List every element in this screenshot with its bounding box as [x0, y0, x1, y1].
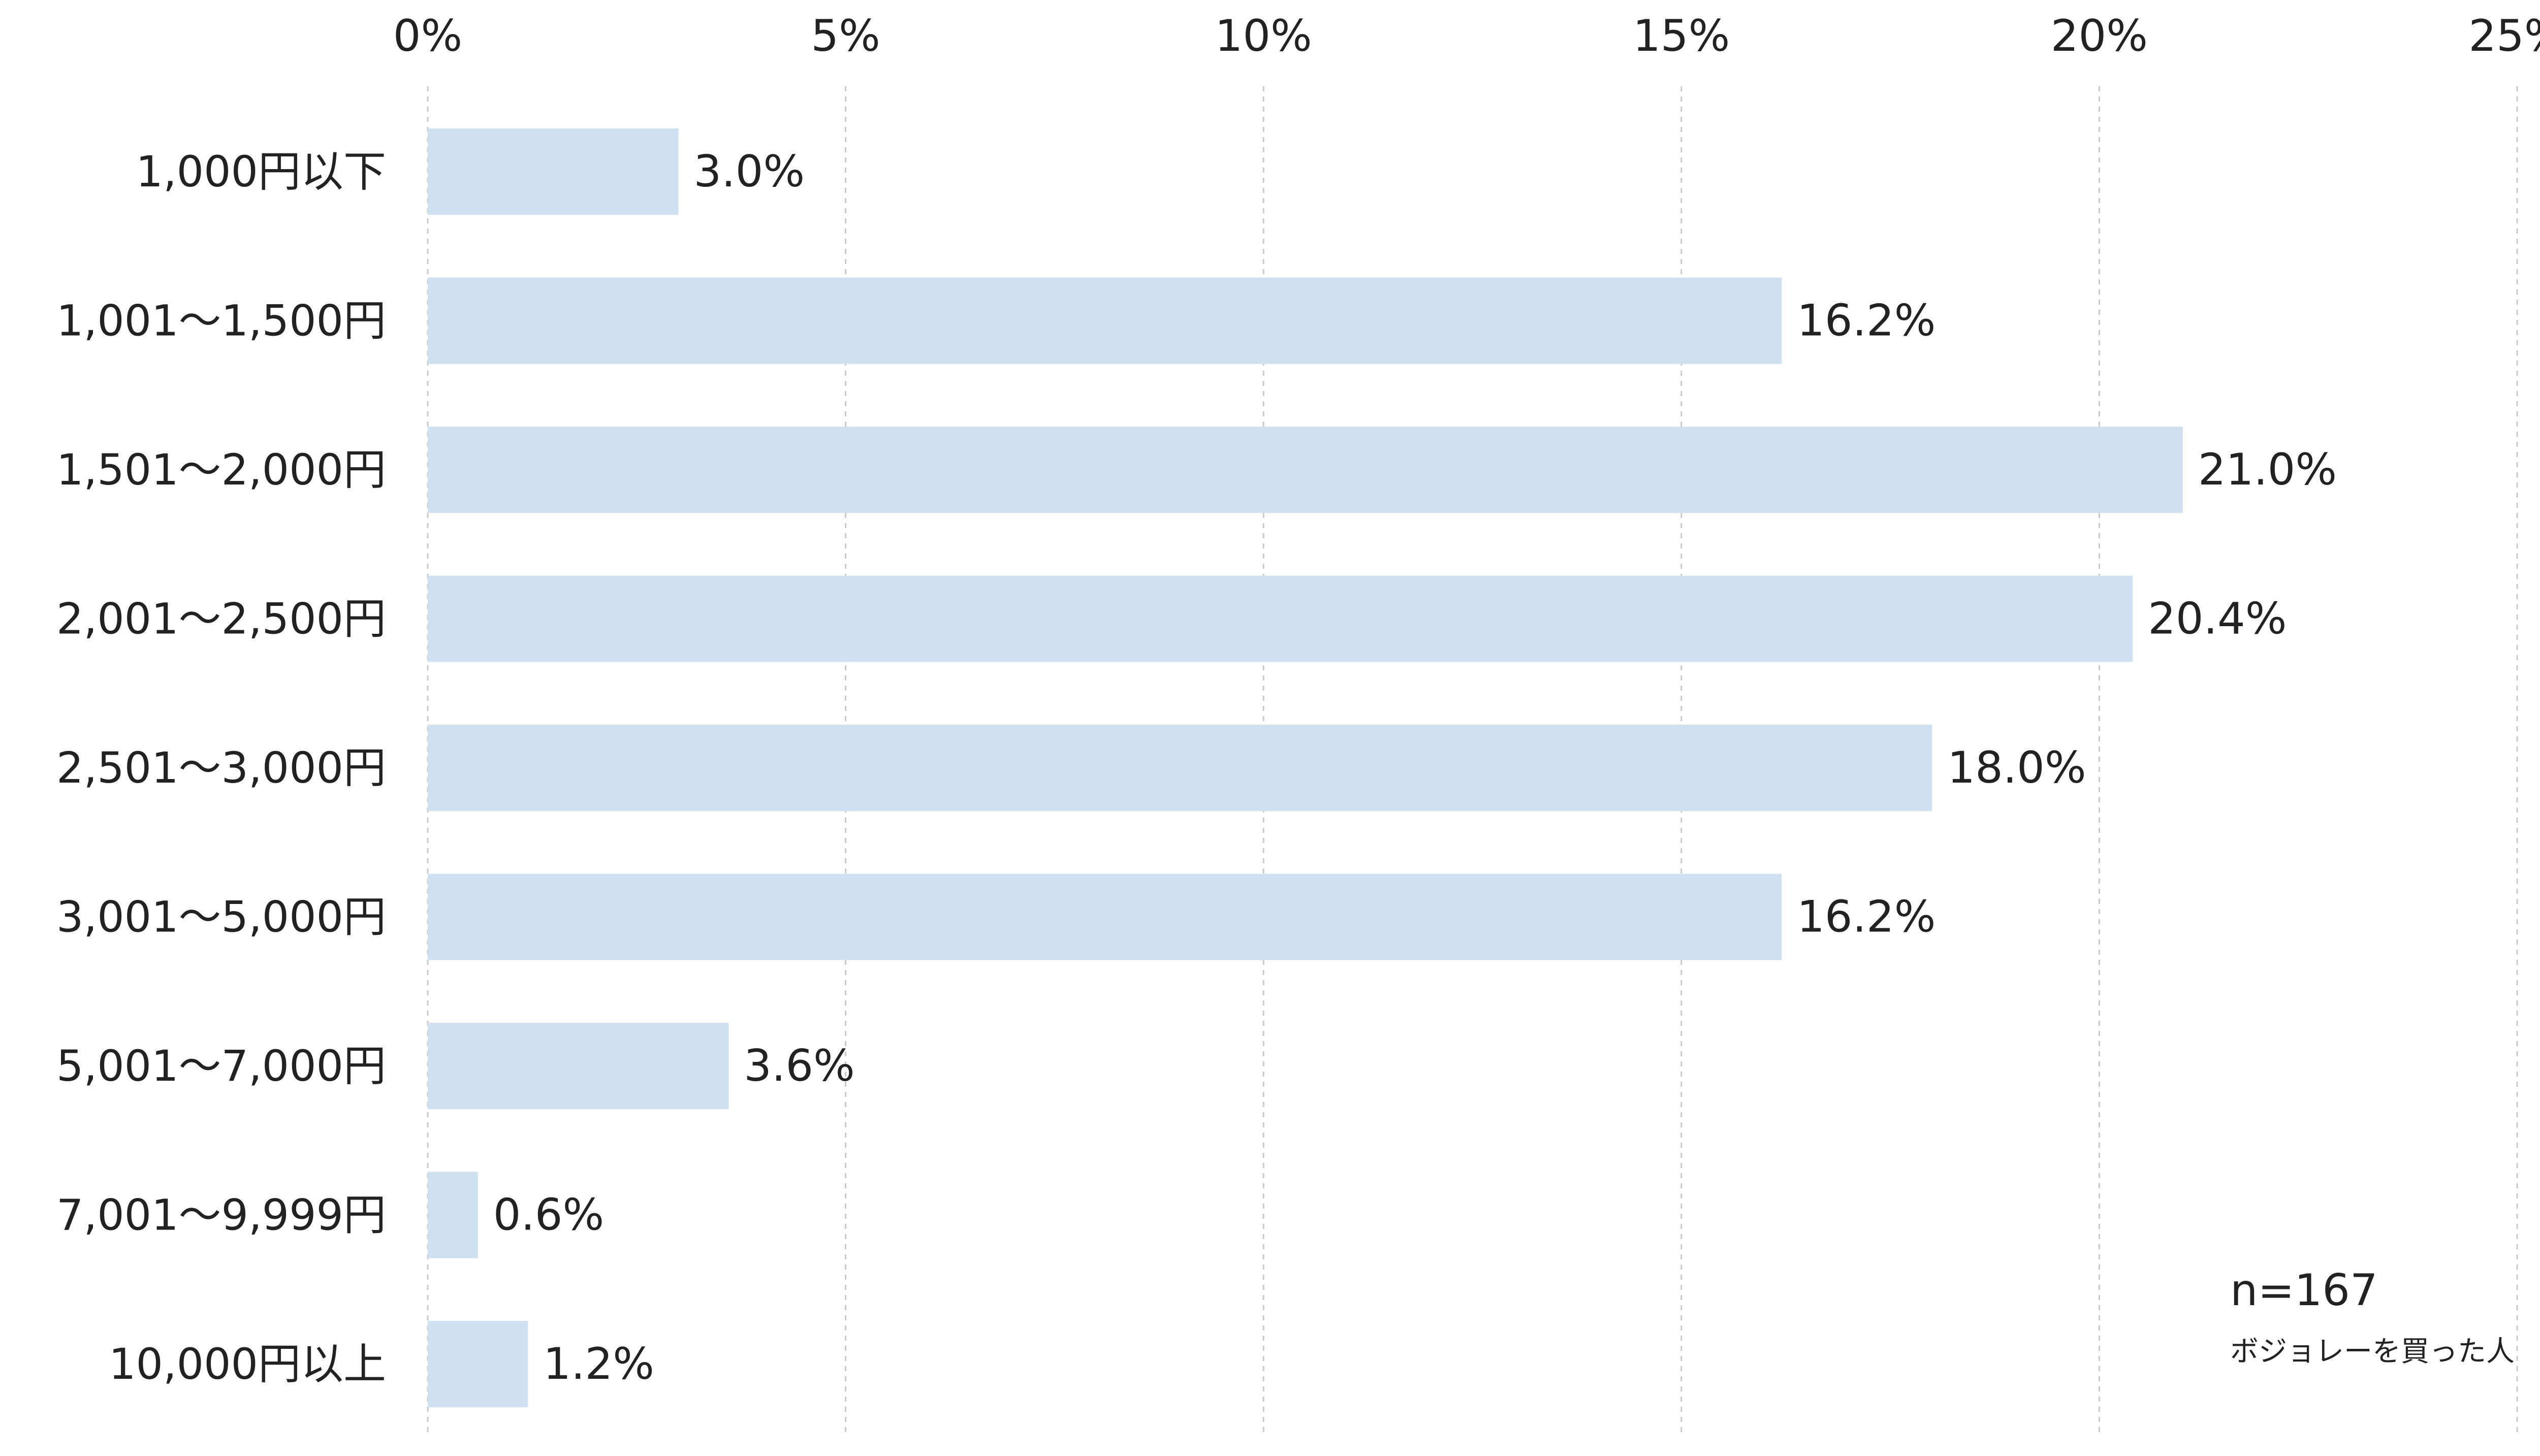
- bar: [428, 427, 2183, 513]
- sample-note: n=167 ボジョレーを買った人: [2230, 1265, 2515, 1368]
- x-tick-label: 20%: [2051, 11, 2148, 61]
- category-label: 2,001～2,500円: [56, 594, 386, 644]
- x-tick-label: 0%: [393, 11, 462, 61]
- sample-size-label: n=167: [2230, 1265, 2378, 1316]
- x-axis-ticks: 0% 5% 10% 15% 20% 25%: [393, 11, 2540, 61]
- category-label: 5,001～7,000円: [56, 1041, 386, 1091]
- bar: [428, 1172, 478, 1258]
- category-labels: 1,000円以下 1,001～1,500円 1,501～2,000円 2,001～2,…: [56, 147, 386, 1389]
- bar: [428, 725, 1932, 811]
- respondents-label: ボジョレーを買った人: [2230, 1335, 2515, 1368]
- category-label: 3,001～5,000円: [56, 892, 386, 942]
- value-label: 3.0%: [694, 146, 805, 197]
- value-label: 0.6%: [493, 1190, 604, 1241]
- bar: [428, 1321, 528, 1407]
- category-label: 1,501～2,000円: [56, 445, 386, 495]
- category-label: 1,001～1,500円: [56, 296, 386, 346]
- bar: [428, 277, 1782, 364]
- category-label: 1,000円以下: [136, 147, 386, 197]
- category-label: 7,001～9,999円: [56, 1190, 386, 1240]
- category-label: 10,000円以上: [109, 1339, 386, 1389]
- bar: [428, 128, 679, 215]
- value-label: 18.0%: [1947, 742, 2086, 793]
- x-tick-label: 5%: [811, 11, 880, 61]
- value-label: 16.2%: [1797, 892, 1935, 943]
- x-tick-label: 10%: [1215, 11, 1312, 61]
- x-tick-label: 25%: [2468, 11, 2540, 61]
- bar: [428, 575, 2133, 662]
- x-tick-label: 15%: [1633, 11, 1730, 61]
- category-label: 2,501～3,000円: [56, 743, 386, 793]
- value-label: 16.2%: [1797, 296, 1935, 346]
- bars: [428, 128, 2183, 1407]
- value-labels: 3.0% 16.2% 21.0% 20.4% 18.0% 16.2% 3.6% 0.6% 1.2…: [493, 146, 2337, 1389]
- bar: [428, 1023, 729, 1109]
- value-label: 3.6%: [744, 1041, 855, 1091]
- value-label: 20.4%: [2148, 594, 2287, 644]
- bar: [428, 873, 1782, 960]
- value-label: 1.2%: [543, 1339, 654, 1389]
- value-label: 21.0%: [2198, 444, 2337, 495]
